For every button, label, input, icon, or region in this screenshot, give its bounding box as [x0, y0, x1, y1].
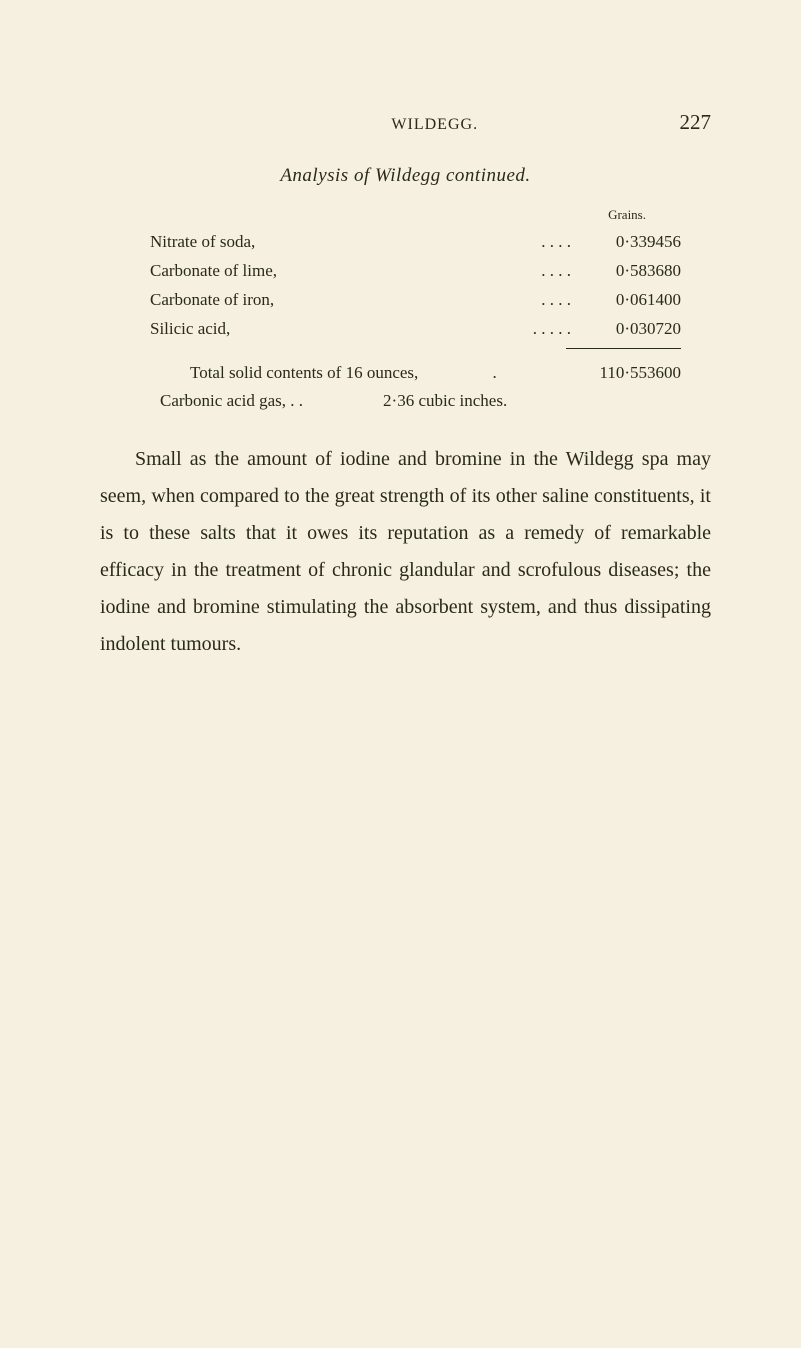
row-label: Silicic acid,: [150, 315, 533, 344]
row-value: 0·583680: [571, 257, 681, 286]
row-value: 0·061400: [571, 286, 681, 315]
page-container: WILDEGG. 227 Analysis of Wildegg continu…: [0, 0, 801, 743]
table-row: Carbonate of lime, . . . . 0·583680: [150, 257, 681, 286]
table-row: Nitrate of soda, . . . . 0·339456: [150, 228, 681, 257]
row-value: 0·030720: [571, 315, 681, 344]
header-line: WILDEGG. 227: [100, 110, 711, 135]
analysis-table: Grains. Nitrate of soda, . . . . 0·33945…: [150, 207, 681, 416]
row-dots: . . . . .: [533, 315, 571, 344]
row-label: Carbonate of lime,: [150, 257, 541, 286]
row-value: 0·339456: [571, 228, 681, 257]
grains-column-label: Grains.: [150, 207, 646, 223]
row-dots: . . . .: [541, 228, 571, 257]
page-number: 227: [680, 110, 712, 135]
total-row: Total solid contents of 16 ounces, . 110…: [190, 359, 681, 388]
table-row: Silicic acid, . . . . . 0·030720: [150, 315, 681, 344]
running-head: WILDEGG.: [190, 116, 680, 134]
carbonic-label: Carbonic acid gas, . .: [160, 387, 303, 416]
total-dot: .: [493, 359, 497, 388]
analysis-subtitle: Analysis of Wildegg continued.: [100, 165, 711, 187]
carbonic-value: 2·36 cubic inches.: [383, 387, 507, 416]
body-paragraph: Small as the amount of iodine and bromin…: [100, 441, 711, 663]
carbonic-row: Carbonic acid gas, . . 2·36 cubic inches…: [160, 387, 681, 416]
row-label: Carbonate of iron,: [150, 286, 541, 315]
row-dots: . . . .: [541, 286, 571, 315]
table-divider: [566, 348, 681, 349]
total-value: 110·553600: [571, 359, 681, 388]
row-label: Nitrate of soda,: [150, 228, 541, 257]
row-dots: . . . .: [541, 257, 571, 286]
table-row: Carbonate of iron, . . . . 0·061400: [150, 286, 681, 315]
total-label: Total solid contents of 16 ounces,: [190, 359, 418, 388]
